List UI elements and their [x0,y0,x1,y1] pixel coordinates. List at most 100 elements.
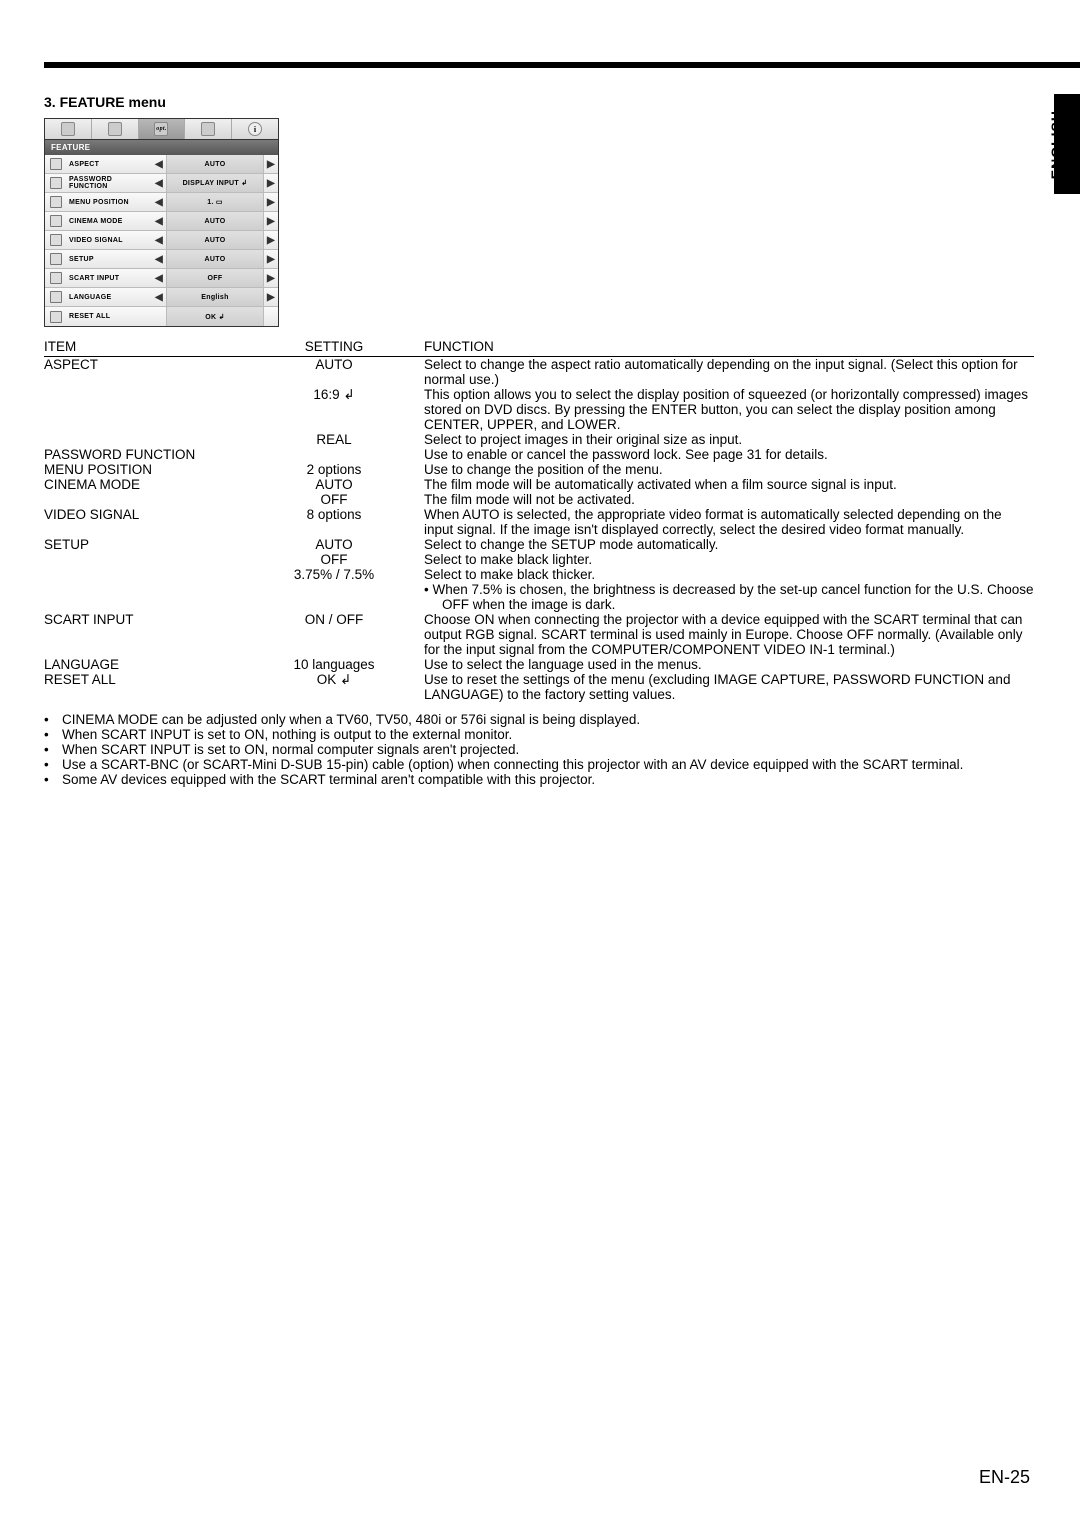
osd-row-icon [45,177,67,189]
note-line: •When SCART INPUT is set to ON, nothing … [44,727,1034,742]
left-arrow-icon[interactable]: ◀ [152,216,166,227]
row-setting: 2 options [244,462,424,477]
top-rule [44,62,1080,68]
osd-row-label: PASSWORDFUNCTION [67,176,152,190]
right-arrow-icon[interactable]: ▶ [264,178,278,189]
left-arrow-icon[interactable]: ◀ [152,273,166,284]
osd-header: FEATURE [45,140,278,155]
row-function: The film mode will be automatically acti… [424,477,1034,492]
table-row: • When 7.5% is chosen, the brightness is… [44,582,1034,612]
osd-row-label: SETUP [67,256,152,263]
table-row: RESET ALLOK ↲Use to reset the settings o… [44,672,1034,702]
row-item: ASPECT [44,357,244,387]
row-item [44,567,244,582]
row-item: LANGUAGE [44,657,244,672]
osd-row-value: AUTO [166,155,264,173]
row-setting: 3.75% / 7.5% [244,567,424,582]
row-function: Select to change the aspect ratio automa… [424,357,1034,387]
tab-icon-opt [154,122,168,136]
row-item [44,582,244,612]
row-function: • When 7.5% is chosen, the brightness is… [424,582,1034,612]
left-arrow-icon[interactable]: ◀ [152,197,166,208]
osd-row-icon [45,311,67,323]
right-arrow-icon[interactable]: ▶ [264,254,278,265]
row-function: This option allows you to select the dis… [424,387,1034,432]
osd-tab-bar: i [45,119,278,140]
table-row: LANGUAGE10 languagesUse to select the la… [44,657,1034,672]
osd-tab-4[interactable] [185,119,232,139]
osd-tab-1[interactable] [45,119,92,139]
row-setting: 8 options [244,507,424,537]
left-arrow-icon[interactable]: ◀ [152,235,166,246]
osd-row: LANGUAGE◀English▶ [45,288,278,307]
right-arrow-icon[interactable]: ▶ [264,292,278,303]
left-arrow-icon[interactable]: ◀ [152,254,166,265]
row-item: MENU POSITION [44,462,244,477]
row-setting: ON / OFF [244,612,424,657]
note-line: •CINEMA MODE can be adjusted only when a… [44,712,1034,727]
bullet-icon: • [44,727,62,742]
table-row: OFFThe film mode will not be activated. [44,492,1034,507]
tab-icon-1 [61,122,75,136]
row-function: Choose ON when connecting the projector … [424,612,1034,657]
osd-row-icon [45,196,67,208]
header-setting: SETTING [244,339,424,354]
osd-tab-3-selected[interactable] [139,119,186,139]
row-function: Select to project images in their origin… [424,432,1034,447]
row-setting: 16:9 ↲ [244,387,424,432]
bullet-icon: • [44,712,62,727]
row-item: CINEMA MODE [44,477,244,492]
tab-icon-4 [201,122,215,136]
footnotes: •CINEMA MODE can be adjusted only when a… [44,712,1034,787]
table-row: VIDEO SIGNAL8 optionsWhen AUTO is select… [44,507,1034,537]
row-item [44,552,244,567]
osd-row: ASPECT◀AUTO▶ [45,155,278,174]
language-tab-text: ENGLISH [1048,110,1064,179]
osd-tab-5[interactable]: i [232,119,278,139]
right-arrow-icon[interactable]: ▶ [264,273,278,284]
note-text: Some AV devices equipped with the SCART … [62,772,1034,787]
row-function: Select to change the SETUP mode automati… [424,537,1034,552]
osd-row-icon [45,158,67,170]
note-line: •Use a SCART-BNC (or SCART-Mini D-SUB 15… [44,757,1034,772]
left-arrow-icon[interactable]: ◀ [152,178,166,189]
row-function: Use to enable or cancel the password loc… [424,447,1034,462]
row-function: Select to make black lighter. [424,552,1034,567]
right-arrow-icon[interactable]: ▶ [264,159,278,170]
osd-row-value: OK ↲ [166,307,264,326]
row-setting: 10 languages [244,657,424,672]
right-arrow-icon[interactable]: ▶ [264,235,278,246]
row-item [44,387,244,432]
row-function: When AUTO is selected, the appropriate v… [424,507,1034,537]
osd-row: VIDEO SIGNAL◀AUTO▶ [45,231,278,250]
row-setting [244,447,424,462]
row-setting: AUTO [244,357,424,387]
osd-row-label: CINEMA MODE [67,218,152,225]
row-setting: OFF [244,492,424,507]
right-arrow-icon[interactable]: ▶ [264,216,278,227]
header-function: FUNCTION [424,339,1034,354]
osd-row-value: DISPLAY INPUT ↲ [166,174,264,192]
osd-row-label: MENU POSITION [67,199,152,206]
left-arrow-icon[interactable]: ◀ [152,159,166,170]
osd-row-icon [45,234,67,246]
row-function: Select to make black thicker. [424,567,1034,582]
left-arrow-icon[interactable]: ◀ [152,292,166,303]
row-item [44,432,244,447]
osd-row-value: English [166,288,264,306]
right-arrow-icon[interactable]: ▶ [264,197,278,208]
row-item: RESET ALL [44,672,244,702]
osd-row-label: ASPECT [67,161,152,168]
header-item: ITEM [44,339,244,354]
row-setting: OFF [244,552,424,567]
menu-title: 3. FEATURE menu [44,94,1034,110]
osd-row: PASSWORDFUNCTION◀DISPLAY INPUT ↲▶ [45,174,278,193]
row-setting: OK ↲ [244,672,424,702]
row-function: Use to select the language used in the m… [424,657,1034,672]
osd-tab-2[interactable] [92,119,139,139]
row-function: The film mode will not be activated. [424,492,1034,507]
row-setting: REAL [244,432,424,447]
osd-row: MENU POSITION◀1. ▭▶ [45,193,278,212]
osd-row-value: AUTO [166,231,264,249]
tab-icon-2 [108,122,122,136]
